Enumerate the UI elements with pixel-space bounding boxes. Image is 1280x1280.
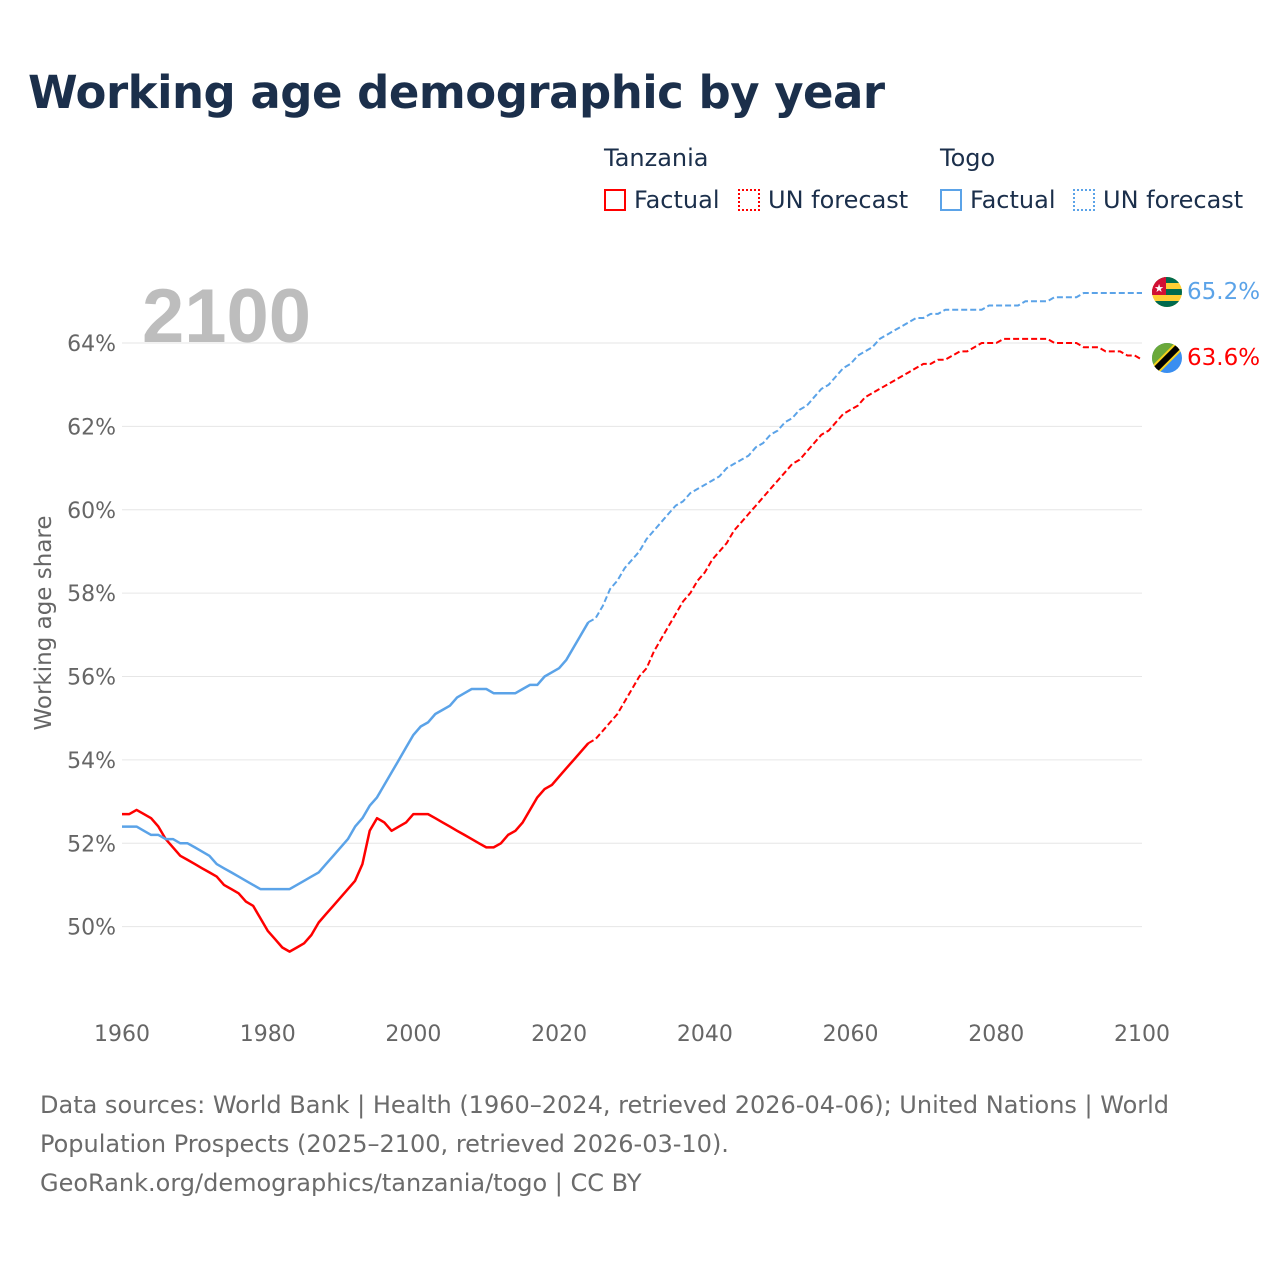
tanzania-end-label: 63.6% [1187,345,1260,371]
solid-swatch-icon [940,189,962,211]
legend-label: UN forecast [1103,186,1244,214]
togo-flag-icon: ★ [1152,277,1182,307]
tanzania-flag-icon [1152,343,1182,373]
y-tick-label: 54% [67,749,116,774]
x-tick-label: 2040 [677,1022,733,1047]
series-line-togo-un-forecast [587,292,1142,624]
y-tick-label: 56% [67,666,116,691]
legend-group-togo: Togo [940,144,996,172]
x-tick-label: 2000 [385,1022,441,1047]
legend-label: UN forecast [768,186,909,214]
legend-group-tanzania: Tanzania [604,144,709,172]
y-tick-label: 52% [67,832,116,857]
dotted-swatch-icon [1073,189,1095,211]
legend-label: Factual [634,186,720,214]
y-tick-label: 64% [67,332,116,357]
dotted-swatch-icon [738,189,760,211]
legend-togo-factual[interactable]: Factual [940,186,1056,214]
footer-link[interactable]: GeoRank.org/demographics/tanzania/togo |… [40,1169,642,1197]
x-tick-label: 1960 [94,1022,150,1047]
year-watermark: 2100 [142,274,311,359]
footer-sources: Data sources: World Bank | Health (1960–… [40,1091,1170,1119]
x-tick-label: 2060 [823,1022,879,1047]
x-tick-label: 1980 [240,1022,296,1047]
footer: Data sources: World Bank | Health (1960–… [40,1086,1240,1203]
y-tick-label: 58% [67,582,116,607]
chart-title: Working age demographic by year [28,66,885,119]
x-tick-label: 2020 [531,1022,587,1047]
legend-label: Factual [970,186,1056,214]
legend-tanzania-forecast[interactable]: UN forecast [738,186,908,214]
y-tick-label: 50% [67,916,116,941]
y-tick-label: 62% [67,415,116,440]
x-tick-label: 2080 [968,1022,1024,1047]
svg-text:★: ★ [1154,282,1164,295]
y-tick-label: 60% [67,499,116,524]
togo-end-label: 65.2% [1187,279,1260,305]
series-line-tanzania-un-forecast [587,337,1143,745]
solid-swatch-icon [604,189,626,211]
footer-sources-cont: Population Prospects (2025–2100, retriev… [40,1130,729,1158]
legend-tanzania-factual[interactable]: Factual [604,186,720,214]
series-line-tanzania-factual [122,742,590,953]
y-axis-label: Working age share [31,515,57,730]
x-tick-label: 2100 [1114,1022,1170,1047]
legend-togo-forecast[interactable]: UN forecast [1073,186,1243,214]
series-line-togo-factual [122,621,590,891]
